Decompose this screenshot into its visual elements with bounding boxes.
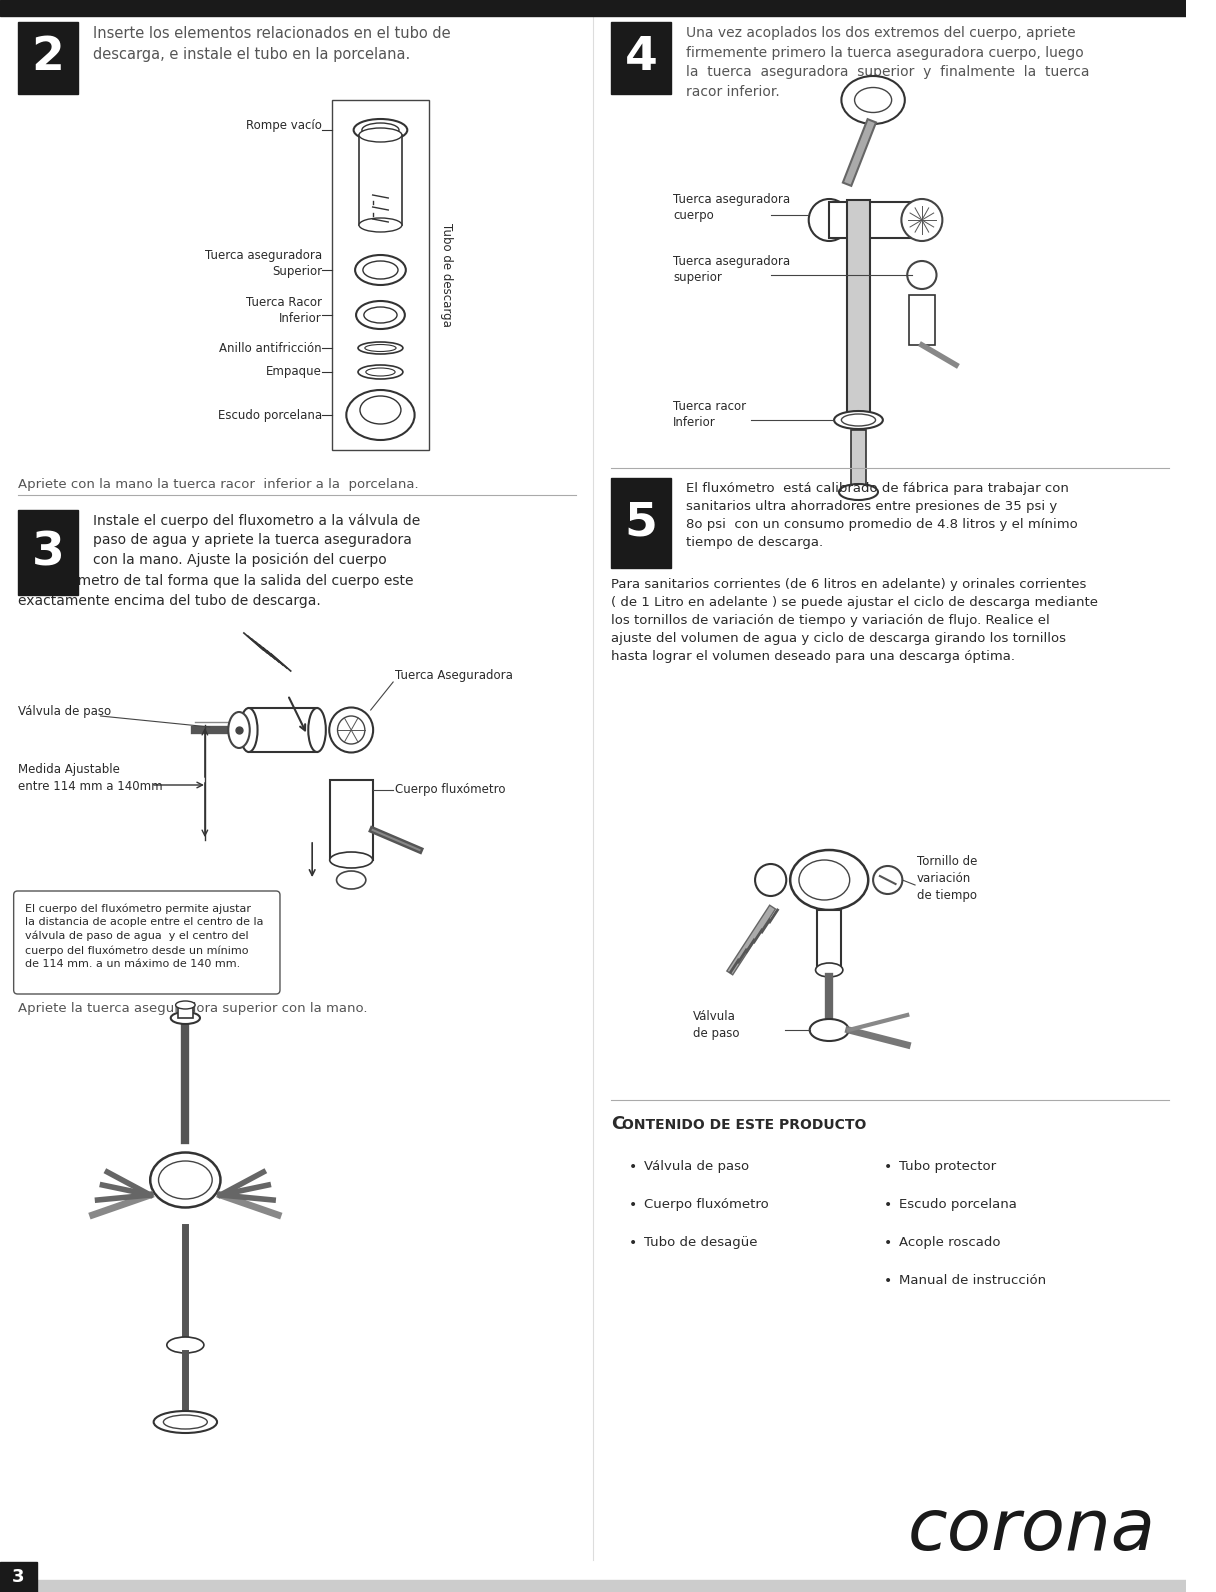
Ellipse shape bbox=[907, 261, 936, 290]
Ellipse shape bbox=[855, 88, 891, 113]
Ellipse shape bbox=[809, 199, 850, 240]
Text: Válvula de paso: Válvula de paso bbox=[643, 1161, 749, 1173]
Ellipse shape bbox=[799, 860, 850, 899]
Text: Tuerca aseguradora
superior: Tuerca aseguradora superior bbox=[674, 255, 790, 285]
Ellipse shape bbox=[839, 484, 878, 500]
Bar bbox=[359, 135, 402, 224]
Ellipse shape bbox=[810, 1019, 849, 1041]
Text: Escudo porcelana: Escudo porcelana bbox=[900, 1199, 1018, 1212]
FancyBboxPatch shape bbox=[13, 892, 280, 993]
Bar bbox=[846, 201, 871, 420]
Ellipse shape bbox=[175, 1001, 195, 1009]
Ellipse shape bbox=[309, 708, 326, 751]
Text: Para sanitarios corrientes (de 6 litros en adelante) y orinales corrientes
( de : Para sanitarios corrientes (de 6 litros … bbox=[610, 578, 1098, 662]
Bar bbox=[0, 0, 1187, 16]
Ellipse shape bbox=[338, 716, 365, 743]
Text: •: • bbox=[629, 1161, 637, 1173]
Ellipse shape bbox=[359, 127, 402, 142]
Ellipse shape bbox=[170, 1013, 199, 1024]
Text: Apriete la tuerca aseguradora superior con la mano.: Apriete la tuerca aseguradora superior c… bbox=[17, 1001, 367, 1016]
Text: Escudo porcelana: Escudo porcelana bbox=[218, 409, 322, 422]
Text: •: • bbox=[884, 1274, 893, 1288]
Ellipse shape bbox=[816, 963, 843, 977]
Ellipse shape bbox=[841, 76, 905, 124]
Bar bbox=[330, 780, 372, 860]
Ellipse shape bbox=[158, 1161, 212, 1199]
Text: 4: 4 bbox=[625, 35, 658, 81]
Ellipse shape bbox=[167, 1337, 204, 1353]
Bar bbox=[851, 430, 866, 490]
Bar bbox=[332, 100, 429, 451]
Bar bbox=[910, 295, 935, 345]
Bar bbox=[817, 911, 841, 970]
Ellipse shape bbox=[337, 871, 366, 888]
Text: Tornillo de
variación
de tiempo: Tornillo de variación de tiempo bbox=[917, 855, 978, 903]
Ellipse shape bbox=[790, 850, 868, 911]
Text: •: • bbox=[884, 1235, 893, 1250]
Ellipse shape bbox=[330, 707, 373, 753]
Bar bbox=[0, 1562, 36, 1592]
Bar bbox=[0, 1579, 1187, 1592]
Text: 2: 2 bbox=[32, 35, 64, 81]
Text: •: • bbox=[884, 1199, 893, 1212]
Text: Apriete con la mano la tuerca racor  inferior a la  porcelana.: Apriete con la mano la tuerca racor infe… bbox=[17, 478, 418, 490]
Text: El cuerpo del fluxómetro permite ajustar
la distancia de acople entre el centro : El cuerpo del fluxómetro permite ajustar… bbox=[26, 903, 264, 970]
Text: Medida Ajustable
entre 114 mm a 140mm: Medida Ajustable entre 114 mm a 140mm bbox=[17, 764, 162, 793]
Bar bbox=[610, 22, 671, 94]
Text: Empaque: Empaque bbox=[266, 366, 322, 379]
Text: Rompe vacío: Rompe vacío bbox=[246, 119, 322, 132]
Text: del fluxómetro de tal forma que la salida del cuerpo este
exactamente encima del: del fluxómetro de tal forma que la salid… bbox=[17, 575, 413, 608]
Ellipse shape bbox=[873, 866, 902, 895]
Text: Tubo de descarga: Tubo de descarga bbox=[440, 223, 454, 326]
Text: Tuerca Racor
Inferior: Tuerca Racor Inferior bbox=[246, 296, 322, 325]
Bar bbox=[249, 708, 317, 751]
Ellipse shape bbox=[240, 708, 258, 751]
Ellipse shape bbox=[841, 414, 876, 427]
Text: Tuerca aseguradora
cuerpo: Tuerca aseguradora cuerpo bbox=[674, 194, 790, 223]
Bar bbox=[178, 1005, 193, 1017]
Text: Válvula
de paso: Válvula de paso bbox=[693, 1009, 739, 1040]
Text: Tubo de desagüe: Tubo de desagüe bbox=[643, 1235, 758, 1250]
Ellipse shape bbox=[901, 199, 942, 240]
Ellipse shape bbox=[163, 1415, 207, 1430]
Ellipse shape bbox=[834, 411, 883, 428]
Ellipse shape bbox=[229, 712, 249, 748]
Text: Acople roscado: Acople roscado bbox=[900, 1235, 1001, 1250]
Text: Tuerca aseguradora
Superior: Tuerca aseguradora Superior bbox=[204, 250, 322, 279]
Bar bbox=[17, 22, 78, 94]
Text: corona: corona bbox=[908, 1496, 1156, 1565]
Text: Tubo protector: Tubo protector bbox=[900, 1161, 997, 1173]
Text: ONTENIDO DE ESTE PRODUCTO: ONTENIDO DE ESTE PRODUCTO bbox=[623, 1118, 867, 1132]
Text: 5: 5 bbox=[625, 500, 658, 546]
Ellipse shape bbox=[330, 852, 372, 868]
Text: Tuerca racor
Inferior: Tuerca racor Inferior bbox=[674, 401, 747, 430]
Text: Anillo antifricción: Anillo antifricción bbox=[219, 342, 322, 355]
Text: El fluxómetro  está calibrado de fábrica para trabajar con
sanitarios ultra ahor: El fluxómetro está calibrado de fábrica … bbox=[686, 482, 1077, 549]
Ellipse shape bbox=[755, 864, 787, 896]
Text: C: C bbox=[610, 1114, 624, 1134]
Bar bbox=[829, 202, 922, 237]
Text: Instale el cuerpo del fluxometro a la válvula de
paso de agua y apriete la tuerc: Instale el cuerpo del fluxometro a la vá… bbox=[92, 513, 420, 567]
Bar bbox=[610, 478, 671, 568]
Text: Una vez acoplados los dos extremos del cuerpo, apriete
firmemente primero la tue: Una vez acoplados los dos extremos del c… bbox=[686, 25, 1090, 99]
Text: Manual de instrucción: Manual de instrucción bbox=[900, 1274, 1047, 1286]
Ellipse shape bbox=[359, 218, 402, 232]
Text: Válvula de paso: Válvula de paso bbox=[17, 705, 111, 718]
Ellipse shape bbox=[153, 1411, 218, 1433]
Text: Cuerpo fluxómetro: Cuerpo fluxómetro bbox=[395, 783, 506, 796]
Text: •: • bbox=[629, 1199, 637, 1212]
Text: Inserte los elementos relacionados en el tubo de
descarga, e instale el tubo en : Inserte los elementos relacionados en el… bbox=[92, 25, 450, 62]
Bar bbox=[17, 509, 78, 595]
Text: •: • bbox=[884, 1161, 893, 1173]
Text: Tuerca Aseguradora: Tuerca Aseguradora bbox=[395, 669, 513, 681]
Text: Cuerpo fluxómetro: Cuerpo fluxómetro bbox=[643, 1199, 769, 1212]
Text: •: • bbox=[629, 1235, 637, 1250]
Ellipse shape bbox=[151, 1153, 220, 1207]
Text: 3: 3 bbox=[12, 1568, 24, 1586]
Text: 3: 3 bbox=[32, 530, 64, 575]
